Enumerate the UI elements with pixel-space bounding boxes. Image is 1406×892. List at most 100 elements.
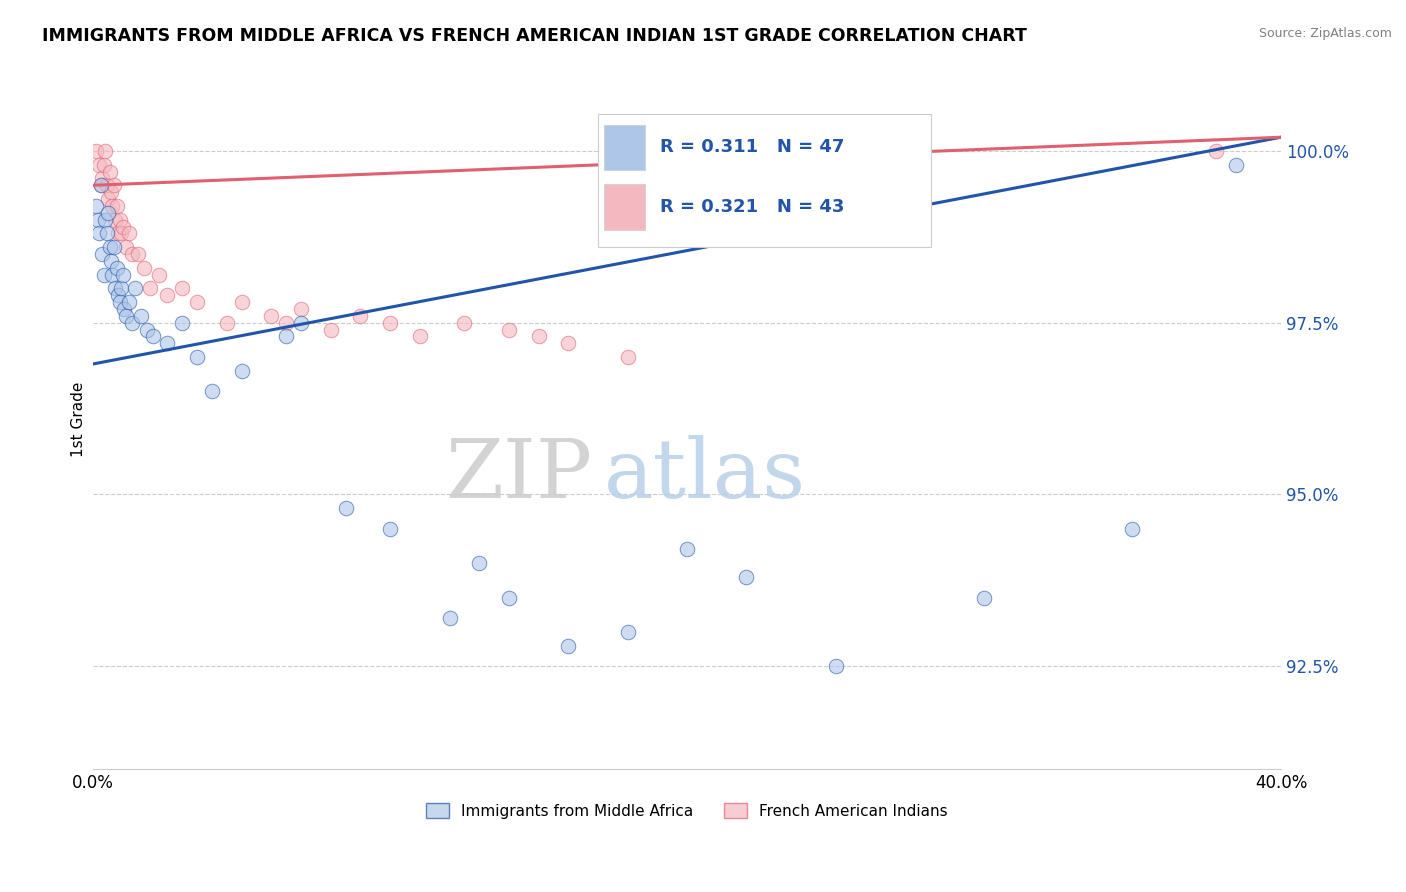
Point (186, 295, 208, 310)
Point (557, 336, 579, 351)
Point (101, 199, 124, 213)
Point (111, 268, 134, 282)
Point (201, 384, 224, 399)
Point (319, 323, 342, 337)
Point (616, 350, 638, 364)
Point (378, 522, 401, 536)
Point (156, 288, 179, 302)
Point (93, 268, 115, 282)
Point (97, 192, 120, 206)
Point (115, 309, 138, 323)
Point (108, 212, 131, 227)
Point (96, 227, 118, 241)
Point (107, 288, 129, 302)
Point (735, 570, 758, 584)
Point (118, 295, 141, 310)
Point (676, 542, 699, 557)
Point (121, 247, 143, 261)
Point (557, 639, 579, 653)
Point (89, 227, 111, 241)
Text: atlas: atlas (605, 435, 806, 515)
Point (129, 309, 152, 323)
Point (115, 240, 138, 254)
FancyBboxPatch shape (605, 125, 645, 170)
Point (156, 336, 179, 351)
Point (107, 227, 129, 241)
Point (108, 295, 131, 310)
Point (498, 591, 520, 605)
Point (89, 158, 111, 172)
Point (110, 227, 132, 241)
Point (104, 281, 127, 295)
Point (1121, 522, 1143, 536)
Point (824, 659, 846, 673)
Point (98, 240, 121, 254)
Point (98, 164, 121, 178)
Point (973, 591, 995, 605)
Y-axis label: 1st Grade: 1st Grade (72, 381, 86, 457)
Point (468, 556, 491, 570)
Point (105, 260, 128, 275)
Point (1205, 144, 1227, 158)
Point (276, 316, 298, 330)
Point (290, 301, 312, 316)
Point (97, 206, 120, 220)
Point (135, 323, 157, 337)
Point (127, 247, 149, 261)
Point (90, 178, 112, 193)
Point (498, 323, 520, 337)
Point (105, 199, 128, 213)
Text: ZIP: ZIP (446, 435, 592, 515)
FancyBboxPatch shape (598, 114, 931, 247)
Point (231, 295, 253, 310)
Point (94, 212, 117, 227)
Point (276, 329, 298, 343)
Point (335, 501, 357, 516)
FancyBboxPatch shape (605, 184, 645, 230)
Point (104, 212, 127, 227)
Point (260, 309, 283, 323)
Text: R = 0.311   N = 47: R = 0.311 N = 47 (659, 138, 844, 156)
Point (84, 144, 107, 158)
Point (93, 158, 115, 172)
Point (148, 268, 170, 282)
Point (103, 178, 125, 193)
Point (111, 219, 134, 234)
Point (91, 171, 114, 186)
Text: Source: ZipAtlas.com: Source: ZipAtlas.com (1258, 27, 1392, 40)
Point (100, 185, 122, 199)
Point (112, 301, 135, 316)
Point (439, 611, 461, 625)
Point (172, 281, 194, 295)
Point (124, 281, 146, 295)
Point (103, 240, 125, 254)
Point (527, 329, 550, 343)
Point (172, 316, 194, 330)
Point (453, 316, 475, 330)
Point (349, 309, 371, 323)
Text: IMMIGRANTS FROM MIDDLE AFRICA VS FRENCH AMERICAN INDIAN 1ST GRADE CORRELATION CH: IMMIGRANTS FROM MIDDLE AFRICA VS FRENCH … (42, 27, 1026, 45)
Point (215, 316, 238, 330)
Point (231, 364, 253, 378)
Point (409, 329, 432, 343)
Legend: Immigrants from Middle Africa, French American Indians: Immigrants from Middle Africa, French Am… (420, 797, 955, 825)
Point (91, 247, 114, 261)
Point (121, 316, 143, 330)
Point (132, 260, 155, 275)
Point (138, 281, 160, 295)
Point (616, 624, 638, 639)
Point (1225, 158, 1247, 172)
Point (84, 199, 107, 213)
Point (378, 316, 401, 330)
Point (186, 350, 208, 364)
Point (110, 281, 132, 295)
Point (96, 178, 118, 193)
Point (90, 178, 112, 193)
Point (118, 227, 141, 241)
Point (101, 268, 124, 282)
Point (86, 212, 108, 227)
Point (94, 144, 117, 158)
Point (290, 316, 312, 330)
Point (142, 329, 165, 343)
Point (100, 253, 122, 268)
